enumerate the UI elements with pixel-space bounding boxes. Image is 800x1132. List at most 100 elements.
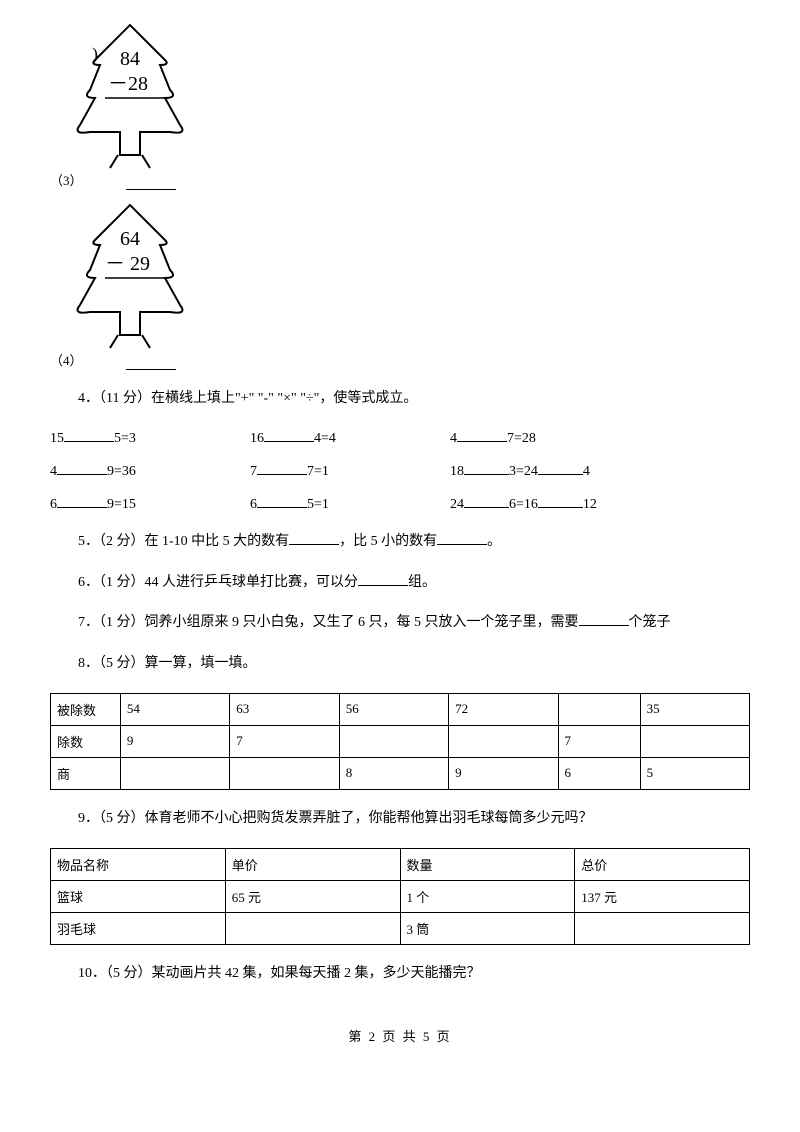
tree4-bottom: － 29 <box>105 253 150 275</box>
svg-text:): ) <box>92 44 98 65</box>
cell[interactable] <box>558 693 640 725</box>
q8-table: 被除数 54 63 56 72 35 除数 9 7 7 商 8 9 6 5 <box>50 693 750 790</box>
tree-label-4: （4） <box>50 350 83 369</box>
q4-blank[interactable] <box>538 461 583 475</box>
q4-r1c3-b: 7=28 <box>507 431 536 446</box>
q4-r2c3-c: 4 <box>583 464 590 479</box>
cell: 65 元 <box>225 881 400 913</box>
q5-prefix: 5．（2 分）在 1-10 中比 5 大的数有 <box>78 534 289 549</box>
q4-r2c3-a: 18 <box>450 464 464 479</box>
table-row: 篮球 65 元 1 个 137 元 <box>51 881 750 913</box>
table-row: 被除数 54 63 56 72 35 <box>51 693 750 725</box>
q8-heading: 8．（5 分）算一算，填一填。 <box>50 653 750 675</box>
tree-svg-3: ) 84 －28 <box>50 20 210 170</box>
q4-blank[interactable] <box>538 494 583 508</box>
cell: 被除数 <box>51 693 121 725</box>
cell: 8 <box>339 757 448 789</box>
tree-label-3: （3） <box>50 170 83 189</box>
q4-r3c1-b: 9=15 <box>107 497 136 512</box>
cell: 6 <box>558 757 640 789</box>
cell: 137 元 <box>575 881 750 913</box>
q4-heading: 4．（11 分）在横线上填上"+" "-" "×" "÷"，使等式成立。 <box>50 388 750 410</box>
cell: 篮球 <box>51 881 226 913</box>
answer-blank-3[interactable] <box>126 176 176 190</box>
q4-r1c3-a: 4 <box>450 431 457 446</box>
q4-blank[interactable] <box>464 494 509 508</box>
q4-r3c2-b: 5=1 <box>307 497 329 512</box>
q7-blank[interactable] <box>579 612 629 626</box>
cell: 羽毛球 <box>51 913 226 945</box>
q4-r3c2-a: 6 <box>250 497 257 512</box>
q4-r2c1-b: 9=36 <box>107 464 136 479</box>
table-row: 物品名称 单价 数量 总价 <box>51 849 750 881</box>
q4-row-3: 6 9=15 6 5=1 24 6=16 12 <box>50 494 750 513</box>
cell: 单价 <box>225 849 400 881</box>
q4-blank[interactable] <box>64 428 114 442</box>
q4-blank[interactable] <box>57 461 107 475</box>
tree-problem-4: 64 － 29 （4） <box>50 200 750 370</box>
cell: 9 <box>120 725 229 757</box>
table-row: 商 8 9 6 5 <box>51 757 750 789</box>
cell: 除数 <box>51 725 121 757</box>
cell: 商 <box>51 757 121 789</box>
q5-line: 5．（2 分）在 1-10 中比 5 大的数有 ，比 5 小的数有 。 <box>50 531 750 553</box>
q4-r3c3-b: 6=16 <box>509 497 538 512</box>
q4-blank[interactable] <box>464 461 509 475</box>
q10-line: 10．（5 分）某动画片共 42 集，如果每天播 2 集，多少天能播完？ <box>50 963 750 985</box>
q4-r3c3-a: 24 <box>450 497 464 512</box>
q4-r1c2-b: 4=4 <box>314 431 336 446</box>
tree3-bottom: －28 <box>108 73 148 95</box>
cell: 7 <box>230 725 339 757</box>
cell: 54 <box>120 693 229 725</box>
cell: 总价 <box>575 849 750 881</box>
q5-suffix: 。 <box>487 534 501 549</box>
cell[interactable] <box>120 757 229 789</box>
q4-r1c2-a: 16 <box>250 431 264 446</box>
q4-r3c1-a: 6 <box>50 497 57 512</box>
cell: 物品名称 <box>51 849 226 881</box>
cell: 35 <box>640 693 749 725</box>
tree-svg-4: 64 － 29 <box>50 200 210 350</box>
q4-row-2: 4 9=36 7 7=1 18 3=24 4 <box>50 461 750 480</box>
cell: 56 <box>339 693 448 725</box>
cell: 5 <box>640 757 749 789</box>
q7-prefix: 7．（1 分）饲养小组原来 9 只小白兔，又生了 6 只，每 5 只放入一个笼子… <box>78 615 579 630</box>
cell: 数量 <box>400 849 575 881</box>
cell[interactable] <box>225 913 400 945</box>
page-footer: 第 2 页 共 5 页 <box>50 1026 750 1045</box>
cell: 9 <box>449 757 558 789</box>
q6-line: 6．（1 分）44 人进行乒乓球单打比赛，可以分组。 <box>50 572 750 594</box>
answer-blank-4[interactable] <box>126 356 176 370</box>
q7-line: 7．（1 分）饲养小组原来 9 只小白兔，又生了 6 只，每 5 只放入一个笼子… <box>50 612 750 634</box>
q4-r2c2-a: 7 <box>250 464 257 479</box>
q6-blank[interactable] <box>358 572 408 586</box>
q9-table: 物品名称 单价 数量 总价 篮球 65 元 1 个 137 元 羽毛球 3 筒 <box>50 848 750 945</box>
q4-r2c2-b: 7=1 <box>307 464 329 479</box>
q6-suffix: 组。 <box>408 575 436 590</box>
q4-blank[interactable] <box>257 494 307 508</box>
q4-row-1: 155=3 164=4 47=28 <box>50 428 750 447</box>
q4-blank[interactable] <box>257 461 307 475</box>
table-row: 羽毛球 3 筒 <box>51 913 750 945</box>
q9-heading: 9．（5 分）体育老师不小心把购货发票弄脏了，你能帮他算出羽毛球每筒多少元吗？ <box>50 808 750 830</box>
cell[interactable] <box>575 913 750 945</box>
q7-suffix: 个笼子 <box>629 615 671 630</box>
cell: 3 筒 <box>400 913 575 945</box>
tree-problem-3: ) 84 －28 （3） <box>50 20 750 190</box>
cell[interactable] <box>339 725 448 757</box>
cell[interactable] <box>230 757 339 789</box>
cell[interactable] <box>449 725 558 757</box>
q4-blank[interactable] <box>457 428 507 442</box>
q4-blank[interactable] <box>57 494 107 508</box>
q5-blank-1[interactable] <box>289 531 339 545</box>
tree4-top: 64 <box>120 228 140 250</box>
q5-mid: ，比 5 小的数有 <box>339 534 437 549</box>
q4-blank[interactable] <box>264 428 314 442</box>
q4-r2c3-b: 3=24 <box>509 464 538 479</box>
cell: 7 <box>558 725 640 757</box>
cell[interactable] <box>640 725 749 757</box>
q4-r2c1-a: 4 <box>50 464 57 479</box>
q5-blank-2[interactable] <box>437 531 487 545</box>
q4-r1c1-a: 15 <box>50 431 64 446</box>
q4-r3c3-c: 12 <box>583 497 597 512</box>
